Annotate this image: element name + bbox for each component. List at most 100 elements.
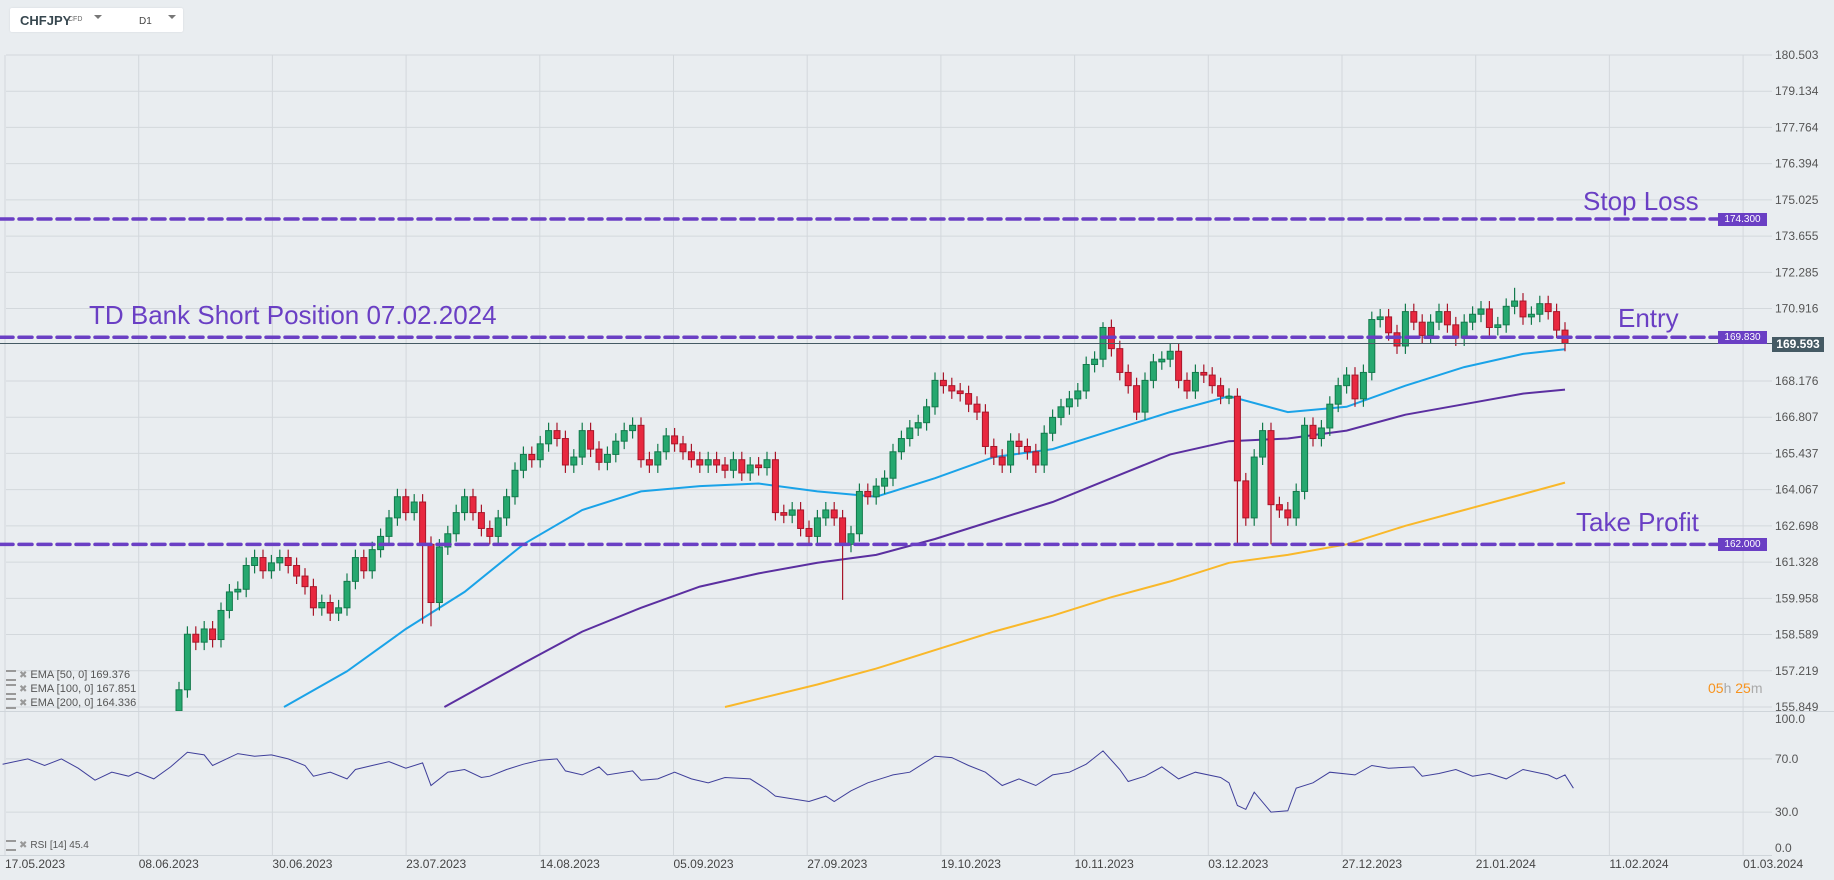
bullish-candle — [461, 488, 469, 521]
candle-body — [1183, 379, 1191, 392]
timeframe-dropdown-icon[interactable] — [168, 15, 176, 19]
bullish-candle — [1074, 383, 1082, 407]
bullish-candle — [1511, 287, 1519, 315]
bearish-candle — [259, 549, 267, 579]
bearish-candle — [486, 520, 494, 545]
candle-body — [1208, 374, 1216, 387]
close-icon[interactable]: ✖ — [19, 840, 28, 852]
date-tick-label: 14.08.2023 — [540, 857, 600, 871]
bearish-candle — [1443, 303, 1451, 333]
candle-body — [1267, 430, 1275, 506]
bearish-candle — [956, 383, 964, 402]
take-profit-label: Take Profit — [1576, 507, 1699, 537]
candle-body — [1225, 395, 1233, 399]
candle-body — [1074, 390, 1082, 400]
legend-ema200[interactable]: ✖ EMA [200, 0] 164.336 — [6, 697, 136, 709]
candle-body — [351, 557, 359, 582]
price-tick-label: 158.589 — [1775, 628, 1819, 642]
candle-body — [637, 424, 645, 461]
bullish-candle — [368, 541, 376, 579]
settings-icon[interactable] — [6, 683, 16, 695]
candle-body — [1116, 348, 1124, 373]
settings-icon[interactable] — [6, 669, 16, 681]
candle-body — [318, 602, 326, 609]
candle-body — [1141, 379, 1149, 413]
symbol-selector[interactable]: CHFJPY CFD D1 — [10, 8, 183, 32]
bearish-candle — [1410, 303, 1418, 331]
candle-body — [1082, 363, 1090, 392]
candle-body — [553, 430, 561, 440]
candle-body — [956, 390, 964, 395]
legend-ema100[interactable]: ✖ EMA [100, 0] 167.851 — [6, 683, 136, 695]
candle-body — [242, 564, 250, 590]
bearish-candle — [839, 509, 847, 600]
candle-body — [1275, 504, 1283, 511]
bearish-candle — [713, 451, 721, 473]
bullish-candle — [1502, 298, 1510, 333]
bullish-candle — [897, 430, 905, 460]
symbol-dropdown-icon[interactable] — [94, 15, 102, 19]
bearish-candle — [553, 422, 561, 447]
candle-body — [1250, 456, 1258, 519]
candle-body — [1519, 300, 1527, 318]
rsi-tick-label: 70.0 — [1775, 752, 1799, 766]
candle-body — [822, 509, 830, 519]
bearish-candle — [1015, 433, 1023, 455]
settings-icon[interactable] — [6, 840, 16, 851]
timer-m-unit: m — [1750, 680, 1763, 696]
symbol-name: CHFJPY — [20, 13, 72, 28]
price-tick-label: 168.176 — [1775, 374, 1819, 388]
candle-body — [1292, 490, 1300, 519]
bearish-candle — [587, 422, 595, 458]
bullish-candle — [183, 626, 191, 698]
close-icon[interactable]: ✖ — [19, 670, 28, 681]
candle-body — [771, 459, 779, 514]
bullish-candle — [654, 443, 662, 473]
bullish-candle — [1225, 388, 1233, 405]
candle-body — [763, 459, 771, 469]
bearish-candle — [990, 438, 998, 465]
candle-body — [830, 509, 838, 519]
bearish-candle — [1124, 364, 1132, 394]
bullish-candle — [1536, 295, 1544, 323]
bullish-candle — [914, 414, 922, 436]
bullish-candle — [242, 557, 250, 598]
bullish-candle — [847, 525, 855, 553]
candle-body — [704, 459, 712, 466]
candle-body — [427, 543, 435, 604]
date-tick-label: 27.12.2023 — [1342, 857, 1402, 871]
bearish-candle — [1208, 367, 1216, 394]
settings-icon[interactable] — [6, 697, 16, 709]
candle-body — [1065, 398, 1073, 408]
bullish-candle — [1091, 351, 1099, 373]
timer-minutes: 25 — [1735, 680, 1751, 696]
candle-body — [444, 533, 452, 548]
legend-ema50[interactable]: ✖ EMA [50, 0] 169.376 — [6, 669, 130, 681]
bearish-candle — [419, 494, 427, 624]
rsi-tick-label: 100.0 — [1775, 712, 1805, 726]
candle-body — [234, 588, 242, 593]
bullish-candle — [343, 573, 351, 616]
rsi-line — [2, 750, 1574, 813]
bullish-candle — [1007, 433, 1015, 473]
close-icon[interactable]: ✖ — [19, 698, 28, 709]
bullish-candle — [1527, 306, 1535, 325]
candle-body — [671, 435, 679, 445]
candle-body — [486, 527, 494, 537]
bearish-candle — [528, 446, 536, 468]
rsi-pane — [2, 750, 1574, 813]
bullish-candle — [1343, 367, 1351, 394]
timeframe-selector[interactable]: D1 — [139, 16, 152, 27]
horizontal-levels[interactable] — [0, 217, 1772, 547]
candle-body — [1410, 311, 1418, 323]
bearish-candle — [469, 488, 477, 521]
candle-body — [738, 459, 746, 474]
close-icon[interactable]: ✖ — [19, 684, 28, 695]
legend-rsi[interactable]: ✖ RSI [14] 45.4 — [6, 840, 89, 851]
ema-lines — [283, 348, 1566, 708]
date-tick-label: 10.11.2023 — [1075, 857, 1134, 871]
bearish-candle — [1275, 496, 1283, 518]
bearish-candle — [805, 520, 813, 545]
bearish-candle — [645, 451, 653, 473]
